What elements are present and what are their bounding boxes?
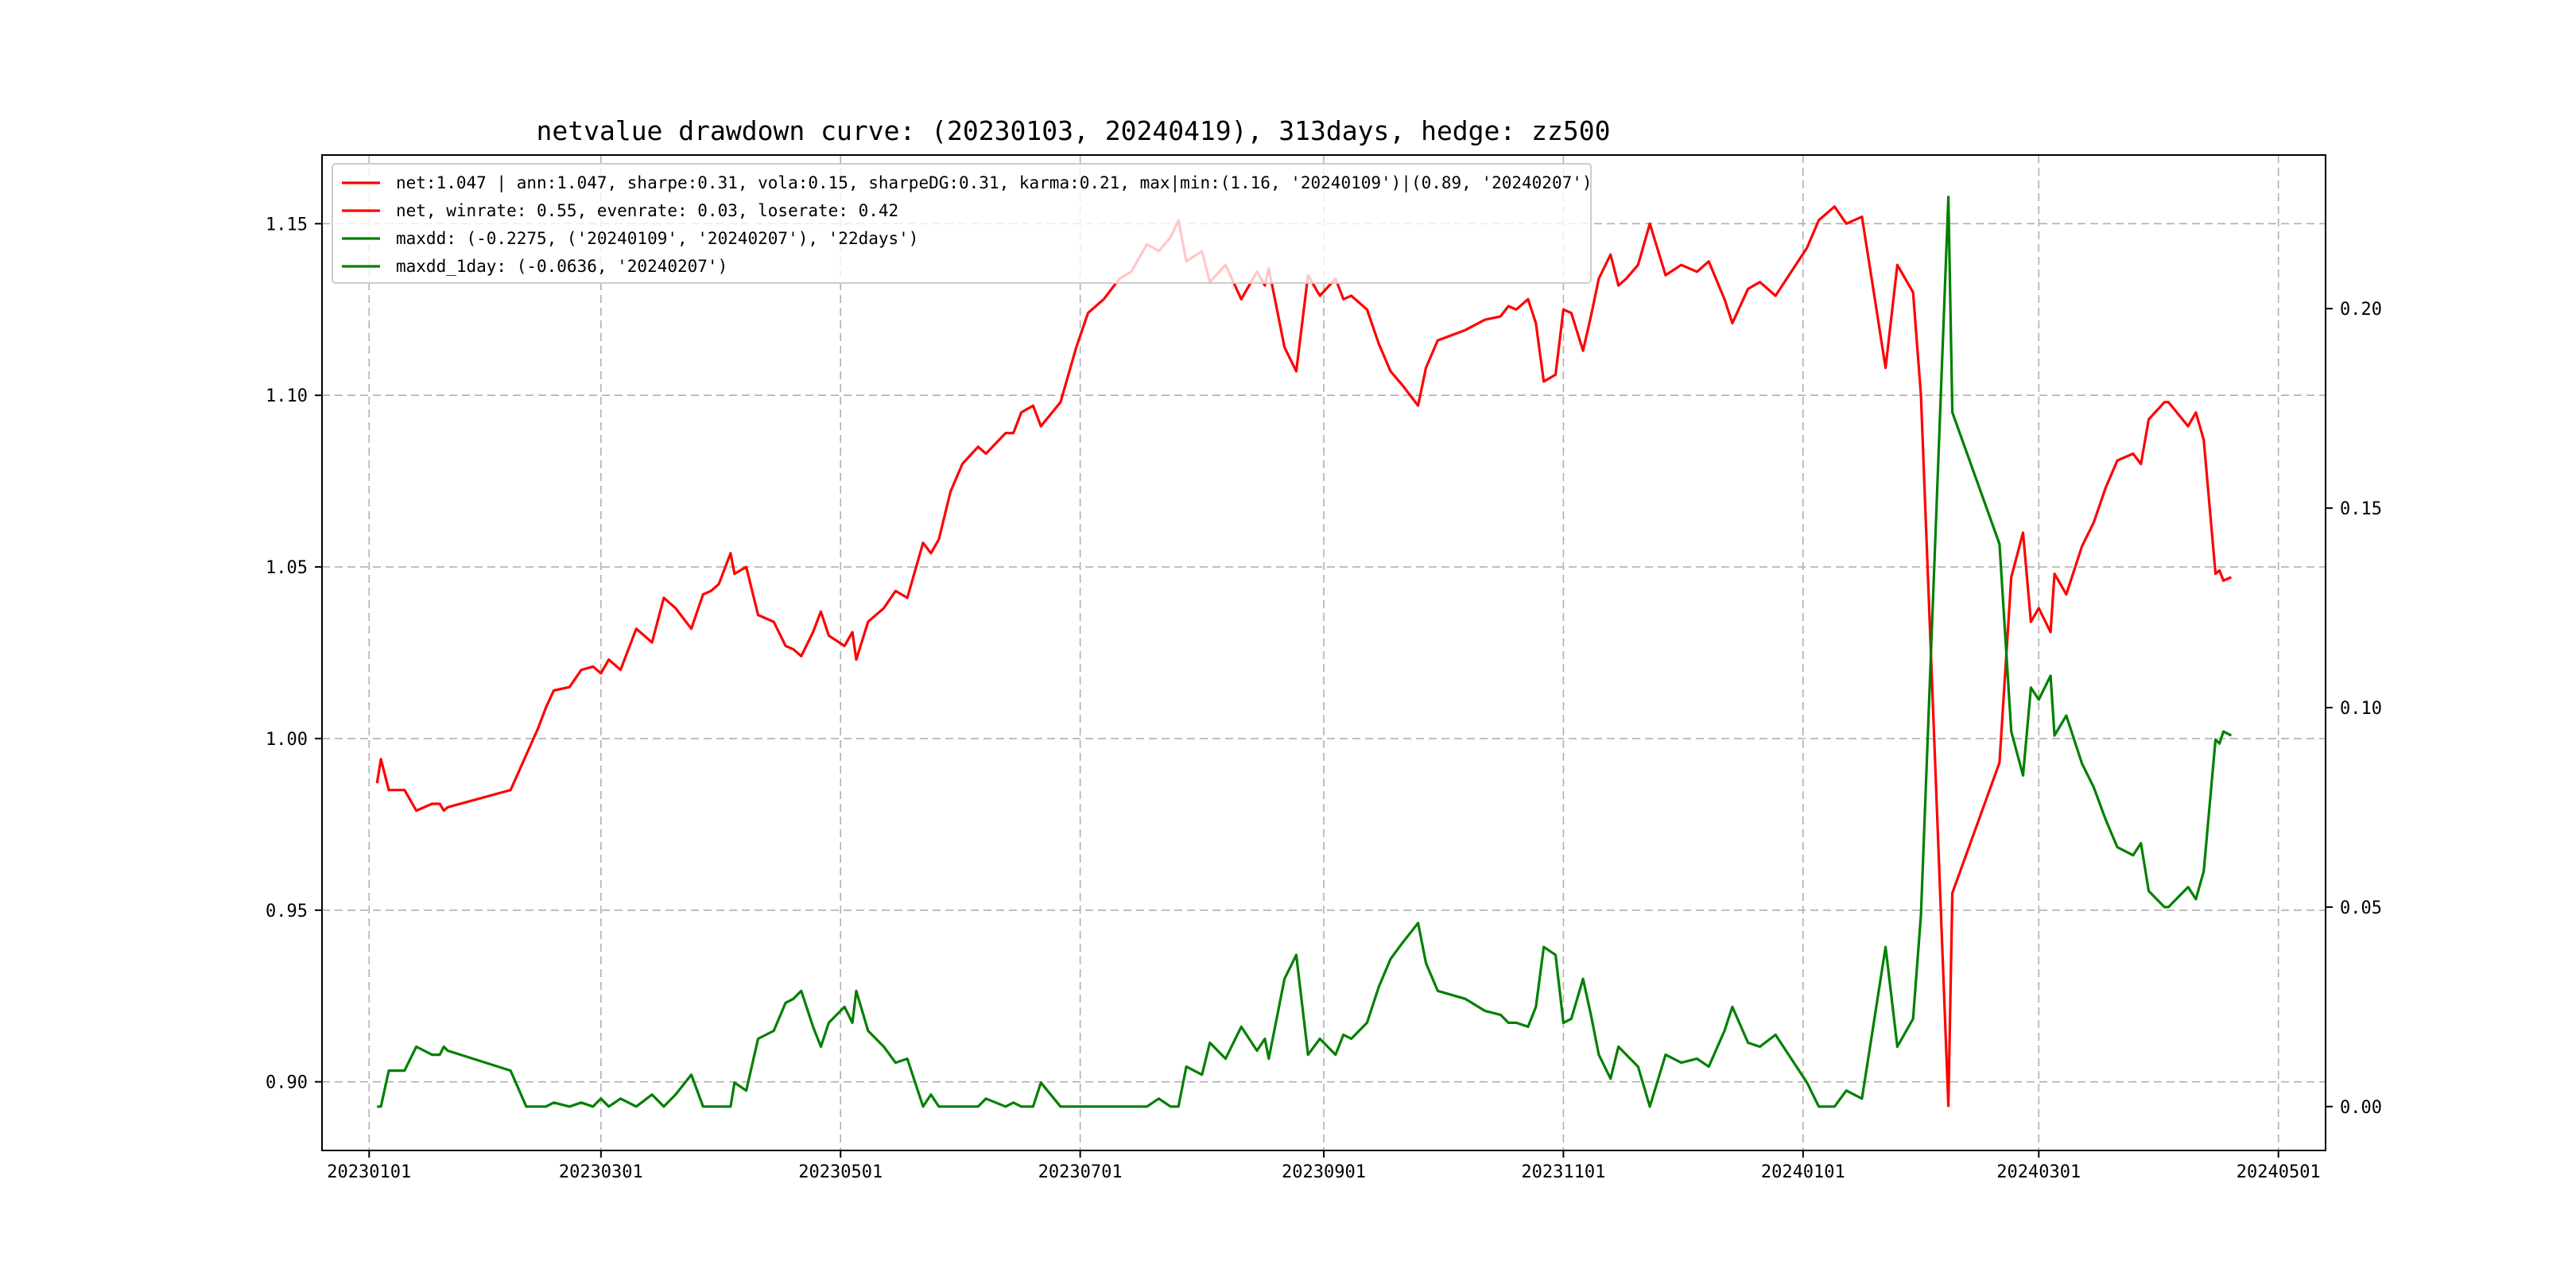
x-tick-label: 20240301: [1996, 1162, 2081, 1182]
left-tick-label: 0.95: [266, 902, 308, 921]
left-y-axis: 0.90 0.95 1.00 1.05 1.10 1.15: [266, 215, 322, 1093]
chart-title: netvalue drawdown curve: (20230103, 2024…: [536, 115, 1610, 146]
legend-label: maxdd_1day: (-0.0636, '20240207'): [396, 257, 727, 276]
x-tick-label: 20230701: [1038, 1162, 1123, 1182]
drawdown-line: [377, 196, 2233, 1108]
right-tick-label: 0.05: [2340, 898, 2382, 918]
right-y-axis: 0.00 0.05 0.10 0.15 0.20: [2326, 300, 2382, 1118]
right-tick-label: 0.00: [2340, 1098, 2382, 1118]
legend: net:1.047 | ann:1.047, sharpe:0.31, vola…: [332, 163, 1593, 284]
grid: [322, 155, 2326, 1150]
legend-label: maxdd: (-0.2275, ('20240109', '20240207'…: [396, 229, 918, 248]
left-tick-label: 1.15: [266, 215, 308, 235]
series-layer: [375, 196, 2233, 1108]
x-tick-label: 20240501: [2237, 1162, 2321, 1182]
x-tick-label: 20230501: [798, 1162, 883, 1182]
x-tick-label: 20230101: [327, 1162, 411, 1182]
left-tick-label: 1.00: [266, 730, 308, 750]
right-tick-label: 0.20: [2340, 300, 2382, 320]
right-tick-label: 0.10: [2340, 699, 2382, 719]
legend-label: net, winrate: 0.55, evenrate: 0.03, lose…: [396, 201, 898, 220]
left-tick-label: 1.10: [266, 386, 308, 406]
x-tick-label: 20231101: [1521, 1162, 1605, 1182]
x-tick-label: 20230301: [559, 1162, 643, 1182]
left-tick-label: 0.90: [266, 1073, 308, 1093]
legend-box: [332, 163, 1592, 284]
x-tick-label: 20240101: [1761, 1162, 1845, 1182]
legend-label: net:1.047 | ann:1.047, sharpe:0.31, vola…: [396, 173, 1593, 193]
right-tick-label: 0.15: [2340, 499, 2382, 519]
left-tick-label: 1.05: [266, 558, 308, 578]
x-axis: 20230101 20230301 20230501 20230701 20230901…: [327, 1150, 2321, 1182]
x-tick-label: 20230901: [1282, 1162, 1366, 1182]
net-value-line: [375, 205, 2233, 1108]
